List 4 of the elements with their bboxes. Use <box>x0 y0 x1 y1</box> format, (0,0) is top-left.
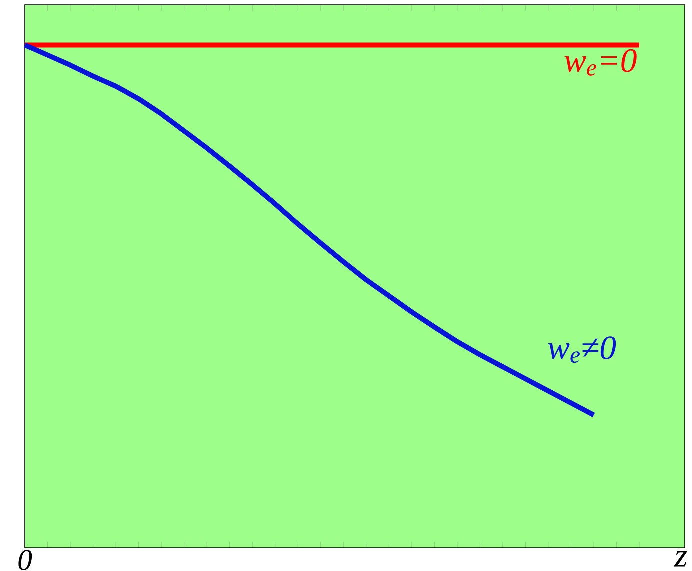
series-label: w$_{e}$≠0 <box>548 336 616 364</box>
x-axis-title: z <box>674 551 688 567</box>
text: 0 <box>18 550 32 570</box>
series-label: w$_{e}$=0 <box>564 49 637 76</box>
